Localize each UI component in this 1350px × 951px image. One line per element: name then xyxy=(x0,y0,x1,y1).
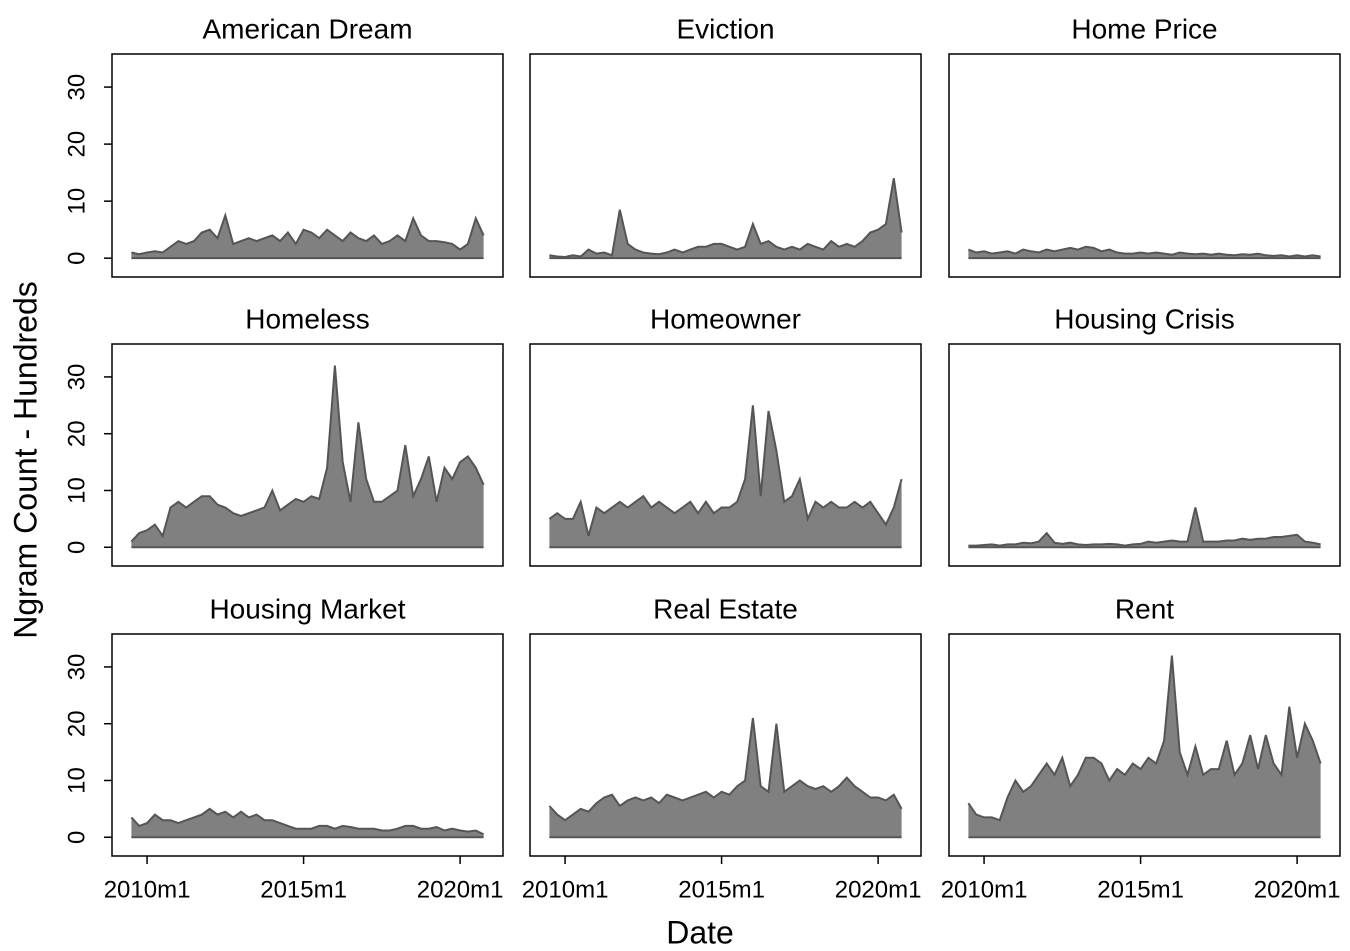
x-axis-label: Date xyxy=(666,914,734,950)
area xyxy=(549,718,902,838)
area-line xyxy=(968,245,1321,258)
panel-frame xyxy=(529,53,922,278)
y-tick-label: 10 xyxy=(63,188,90,215)
x-tick-label: 2010m1 xyxy=(104,876,191,903)
panel-title: American Dream xyxy=(202,13,412,44)
area xyxy=(968,655,1321,838)
panel-title: Home Price xyxy=(1071,13,1217,44)
x-tick-label: 2010m1 xyxy=(941,876,1028,903)
panel-frame xyxy=(948,53,1341,278)
area-line xyxy=(130,365,485,543)
y-tick-label: 0 xyxy=(63,541,90,554)
x-tick-label: 2015m1 xyxy=(1097,876,1184,903)
area-line xyxy=(549,178,903,259)
panel-title: Rent xyxy=(1115,593,1174,624)
x-tick-label: 2020m1 xyxy=(835,876,922,903)
area xyxy=(131,365,484,548)
panel-title: Eviction xyxy=(676,13,774,44)
panel-frame xyxy=(529,633,922,857)
y-tick-label: 0 xyxy=(63,831,90,844)
y-tick-label: 30 xyxy=(63,364,90,391)
panel-frame xyxy=(111,53,504,278)
x-tick-label: 2015m1 xyxy=(260,876,347,903)
y-tick-label: 0 xyxy=(63,251,90,264)
panel-title: Homeowner xyxy=(650,303,801,334)
x-tick-label: 2010m1 xyxy=(522,876,609,903)
y-tick-label: 30 xyxy=(63,654,90,681)
panel-frame xyxy=(948,633,1341,857)
area xyxy=(131,215,484,259)
y-tick-label: 30 xyxy=(63,74,90,101)
area-line xyxy=(967,655,1322,822)
x-tick-label: 2020m1 xyxy=(417,876,504,903)
panel-title: Real Estate xyxy=(653,593,798,624)
area-line xyxy=(548,405,903,537)
y-tick-label: 20 xyxy=(63,420,90,447)
y-tick-label: 10 xyxy=(63,767,90,794)
panel-frame xyxy=(948,343,1341,567)
area xyxy=(968,507,1321,548)
area xyxy=(549,178,902,259)
area-line xyxy=(548,717,903,822)
area-line xyxy=(130,807,485,836)
panel-title: Housing Crisis xyxy=(1054,303,1235,334)
y-tick-label: 10 xyxy=(63,477,90,504)
y-tick-label: 20 xyxy=(63,710,90,737)
area xyxy=(549,405,902,548)
x-tick-label: 2015m1 xyxy=(678,876,765,903)
x-tick-label: 2020m1 xyxy=(1254,876,1341,903)
area-line xyxy=(131,212,485,256)
panel-frame xyxy=(529,343,922,567)
panel-frame xyxy=(111,633,504,857)
y-axis-label: Ngram Count - Hundreds xyxy=(7,281,43,638)
panel-frame xyxy=(111,343,504,567)
area-line xyxy=(968,507,1321,547)
y-tick-label: 20 xyxy=(63,131,90,158)
panel-title: Housing Market xyxy=(209,593,405,624)
panel-title: Homeless xyxy=(245,303,369,334)
